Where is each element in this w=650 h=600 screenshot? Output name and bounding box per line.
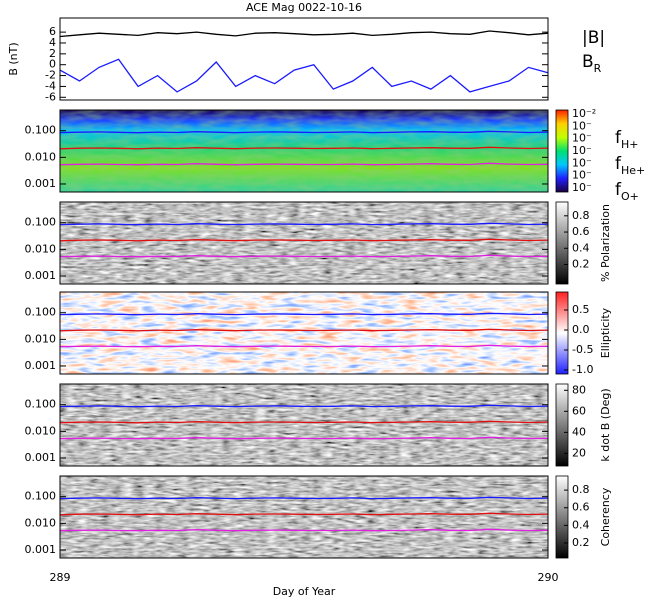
y-tick-label: -6 — [45, 90, 56, 103]
panel-frame — [59, 201, 549, 285]
y-tick-label: 0.100 — [25, 490, 57, 503]
colorbar-tick-label: 0.5 — [572, 303, 590, 316]
colorbar-tick-label: 80 — [572, 383, 586, 396]
chart-title: ACE Mag 0022-10-16 — [246, 1, 362, 14]
colorbar-tick-label: 10⁻ — [572, 181, 592, 194]
colorbar-tick-label: 0.4 — [572, 518, 590, 531]
colorbar-tick-label: -1.0 — [572, 363, 593, 376]
series-line — [59, 146, 549, 150]
spectrogram-texture — [60, 202, 548, 284]
colorbar-tick-label: 0.0 — [572, 323, 590, 336]
colorbar-tick-label: 10⁻² — [572, 107, 596, 120]
series-line — [59, 254, 549, 258]
panel-frame — [59, 383, 549, 467]
series-line — [59, 404, 549, 408]
panel-frame — [59, 17, 549, 101]
colorbar-tick-label: 0.6 — [572, 501, 590, 514]
series-line — [59, 162, 549, 166]
colorbar-tick-label: 40 — [572, 425, 586, 438]
y-tick-label: 0 — [49, 58, 56, 71]
x-axis-label: Day of Year — [273, 585, 336, 598]
series-line — [59, 528, 549, 532]
series-line — [59, 312, 549, 316]
colorbar-label: Coherency — [599, 487, 612, 546]
spectrogram-texture — [60, 110, 548, 192]
panel-frame — [59, 291, 549, 375]
y-tick-label: 0.100 — [25, 124, 57, 137]
colorbar-label: Ellipticity — [599, 307, 612, 358]
colorbar-tick-label: 60 — [572, 404, 586, 417]
series-line — [59, 512, 549, 516]
series-line — [59, 328, 549, 332]
colorbar — [555, 109, 569, 193]
y-tick-label: -2 — [45, 69, 56, 82]
y-tick-label: 2 — [49, 47, 56, 60]
y-tick-label: 0.010 — [25, 516, 57, 529]
spectrogram-texture — [60, 384, 548, 466]
series-line — [59, 238, 549, 242]
y-tick-label: 0.001 — [25, 177, 57, 190]
colorbar-tick-label: 10⁻ — [572, 144, 592, 157]
colorbar-tick-label: 0.4 — [572, 241, 590, 254]
colorbar-tick-label: 0.2 — [572, 258, 590, 271]
colorbar-tick-label: 10⁻ — [572, 156, 592, 169]
panel-frame — [59, 475, 549, 559]
y-tick-label: 0.001 — [25, 451, 57, 464]
series-line — [59, 58, 549, 93]
colorbar-tick-label: 10⁻ — [572, 132, 592, 145]
colorbar-tick-label: -0.5 — [572, 343, 593, 356]
legend-label: fH+ — [615, 128, 639, 151]
series-line — [59, 496, 549, 500]
y-tick-label: 0.001 — [25, 543, 57, 556]
y-tick-label: 6 — [49, 25, 56, 38]
y-tick-label: 0.100 — [25, 398, 57, 411]
spectrogram-texture — [60, 292, 548, 374]
y-tick-label: 0.010 — [25, 150, 57, 163]
legend-label: fHe+ — [615, 154, 645, 177]
colorbar — [555, 475, 569, 559]
y-tick-label: 0.010 — [25, 332, 57, 345]
legend-label: |B| — [582, 28, 605, 48]
colorbar-tick-label: 10⁻ — [572, 169, 592, 182]
panel-frame — [59, 109, 549, 193]
legend-label: fO+ — [615, 180, 639, 203]
colorbar — [555, 291, 569, 375]
y-axis-label: B (nT) — [7, 42, 20, 75]
colorbar — [555, 383, 569, 467]
colorbar-tick-label: 0.2 — [572, 536, 590, 549]
colorbar-label: % Polarization — [599, 204, 612, 282]
y-tick-label: 0.001 — [25, 359, 57, 372]
y-tick-label: 0.010 — [25, 424, 57, 437]
y-tick-label: -4 — [45, 79, 56, 92]
colorbar-tick-label: 0.6 — [572, 225, 590, 238]
x-tick-label: 290 — [538, 571, 559, 584]
colorbar — [555, 201, 569, 285]
y-tick-label: 4 — [49, 36, 56, 49]
colorbar-tick-label: 0.8 — [572, 483, 590, 496]
series-line — [59, 30, 549, 38]
legend-label: BR — [582, 52, 602, 75]
y-tick-label: 0.100 — [25, 306, 57, 319]
series-line — [59, 130, 549, 134]
series-line — [59, 436, 549, 440]
spectrogram-texture — [60, 476, 548, 558]
colorbar-tick-label: 0.8 — [572, 209, 590, 222]
series-line — [59, 222, 549, 226]
colorbar-tick-label: 20 — [572, 446, 586, 459]
y-tick-label: 0.010 — [25, 242, 57, 255]
colorbar-tick-label: 10⁻ — [572, 119, 592, 132]
y-tick-label: 0.100 — [25, 216, 57, 229]
series-line — [59, 344, 549, 348]
series-line — [59, 420, 549, 424]
y-tick-label: 0.001 — [25, 269, 57, 282]
colorbar-label: k dot B (Deg) — [599, 388, 612, 461]
x-tick-label: 289 — [50, 571, 71, 584]
